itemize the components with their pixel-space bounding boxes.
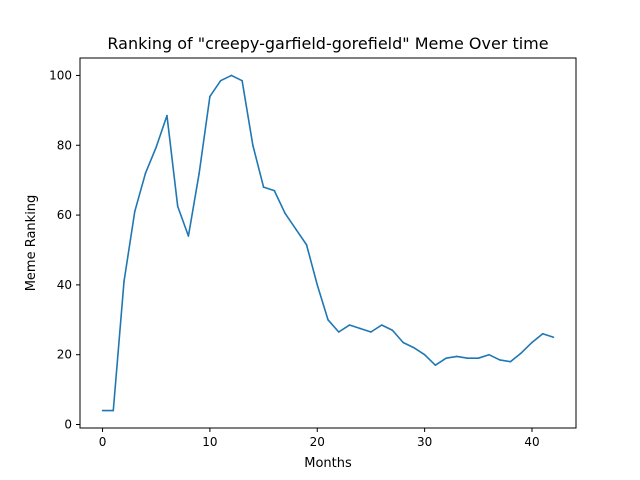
data-point [101,409,104,412]
x-tick-label: 20 [310,435,325,449]
data-point [230,74,233,77]
data-point [402,341,404,344]
data-point [133,210,136,213]
data-point [252,144,254,147]
data-point [370,331,372,333]
plot-area [101,74,555,412]
data-point [294,228,297,230]
data-point [209,95,211,98]
data-point [219,79,222,82]
data-point [176,205,179,208]
data-point [423,353,426,356]
data-point [262,186,265,188]
x-tick-label: 0 [99,435,107,449]
x-tick-label: 40 [524,435,539,449]
data-point [284,212,286,215]
data-point [509,360,512,363]
data-point [348,324,351,326]
data-point [520,352,523,354]
data-point [552,336,555,339]
data-point [198,172,200,174]
y-axis: 0 20 40 60 80 100 [49,68,80,432]
data-point [123,280,125,283]
y-tick-label: 40 [57,278,72,292]
y-tick-label: 0 [64,418,72,432]
data-point [166,114,168,117]
data-point [316,284,319,286]
data-point [359,327,362,330]
data-point [413,346,415,349]
data-point [380,324,383,326]
x-tick-label: 30 [417,435,432,449]
data-point [488,353,490,356]
data-point [327,318,329,321]
chart-title: Ranking of "creepy-garfield-gorefield" M… [107,34,548,53]
y-tick-label: 60 [57,208,72,222]
data-point [273,189,276,192]
y-axis-label: Meme Ranking [24,195,39,292]
data-point [187,235,190,237]
data-point [241,79,243,82]
data-point [337,331,340,333]
data-point [456,355,458,358]
data-point [155,146,158,148]
data-point [445,357,447,359]
data-point [531,341,533,344]
data-point [466,357,469,359]
data-point [144,172,147,174]
y-tick-label: 20 [57,348,72,362]
data-point [541,332,544,335]
data-point [477,357,480,359]
plot-frame [79,57,577,429]
data-point [498,359,501,361]
data-point [391,329,394,332]
x-axis: 0 10 20 30 40 [99,428,540,449]
y-tick-label: 80 [57,138,72,152]
y-tick-label: 100 [49,68,72,82]
data-point [112,409,115,412]
data-point [434,364,437,366]
data-point [305,243,308,246]
x-tick-label: 10 [202,435,217,449]
x-axis-label: Months [304,456,352,471]
